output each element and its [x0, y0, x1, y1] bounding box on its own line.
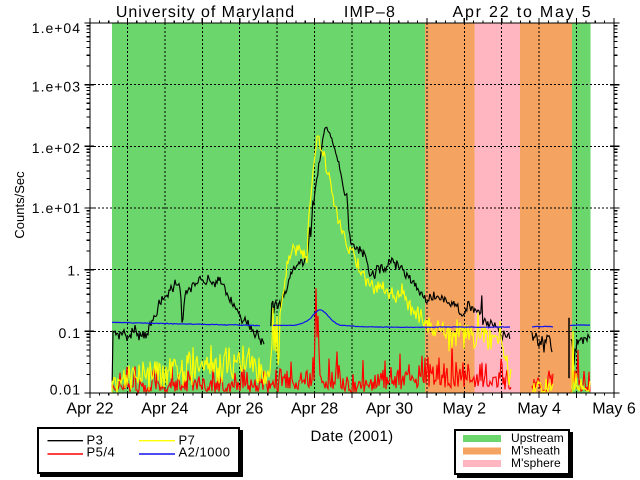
svg-text:IMP–8: IMP–8 [344, 4, 396, 21]
svg-text:1.: 1. [67, 263, 81, 279]
svg-text:1.e+01: 1.e+01 [32, 200, 81, 216]
svg-text:Apr 24: Apr 24 [141, 401, 188, 418]
svg-text:1.e+02: 1.e+02 [32, 140, 81, 156]
svg-text:Apr 22 to May 5: Apr 22 to May 5 [453, 4, 593, 21]
svg-text:Upstream: Upstream [511, 431, 564, 445]
svg-text:P3: P3 [87, 433, 104, 448]
svg-text:May 2: May 2 [442, 401, 486, 418]
svg-text:0.01: 0.01 [50, 382, 81, 398]
svg-text:P5/4: P5/4 [87, 445, 116, 460]
svg-text:M'sheath: M'sheath [511, 444, 560, 458]
svg-text:May 6: May 6 [592, 401, 636, 418]
svg-text:M'sphere: M'sphere [511, 456, 561, 470]
svg-text:Apr 22: Apr 22 [66, 401, 113, 418]
svg-text:University of Maryland: University of Maryland [116, 4, 295, 21]
svg-text:1.e+03: 1.e+03 [32, 78, 81, 94]
svg-text:May 4: May 4 [517, 401, 561, 418]
svg-text:Apr 28: Apr 28 [291, 401, 338, 418]
svg-text:P7: P7 [179, 433, 196, 448]
svg-text:0.1: 0.1 [59, 325, 81, 341]
svg-text:Apr 26: Apr 26 [216, 401, 263, 418]
svg-text:Date (2001): Date (2001) [310, 428, 393, 445]
svg-text:1.e+04: 1.e+04 [32, 20, 81, 36]
svg-text:Counts/Sec: Counts/Sec [12, 171, 27, 239]
svg-text:Apr 30: Apr 30 [366, 401, 413, 418]
svg-text:A2/1000: A2/1000 [179, 445, 231, 460]
